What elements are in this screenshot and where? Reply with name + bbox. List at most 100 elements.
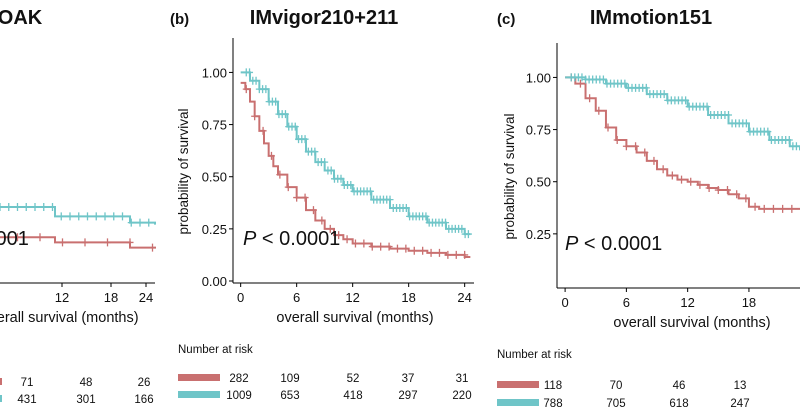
censor-mark: [14, 233, 21, 242]
censor-mark: [377, 242, 385, 251]
censor-mark: [660, 90, 668, 99]
x-tick-label: 0: [561, 295, 568, 310]
panel-label: (c): [497, 11, 515, 28]
x-tick-label: 6: [293, 290, 300, 305]
risk-cell: 788: [543, 398, 562, 410]
censor-mark: [126, 238, 134, 247]
risk-cell: 220: [452, 390, 471, 402]
p-value-text: P < 0.0001: [243, 228, 340, 250]
risk-row-swatch: [178, 391, 220, 398]
censor-mark: [595, 106, 603, 115]
censor-mark: [309, 206, 317, 215]
censor-mark: [785, 136, 793, 144]
x-tick-label: 12: [55, 290, 69, 305]
censor-mark: [327, 166, 335, 175]
risk-cell: 70: [610, 380, 623, 392]
risk-cell: 52: [347, 373, 360, 385]
censor-mark: [435, 248, 443, 257]
censor-mark: [259, 126, 267, 135]
x-tick-label: 6: [623, 295, 630, 310]
risk-cell: 618: [669, 398, 688, 410]
p-value-text: .001: [0, 228, 29, 250]
risk-cell: 431: [17, 394, 36, 406]
censor-mark: [262, 85, 270, 94]
y-tick-label: 0.25: [526, 227, 551, 242]
series-group: [565, 73, 800, 213]
chart-panel-3: (c) IMmotion151 0.25 0.50 0.75 1.00 0 6 12 18 over…: [497, 7, 800, 410]
x-axis-label: overall survival (months): [276, 310, 433, 326]
series-group: [240, 68, 472, 259]
risk-table-title: Number at risk: [178, 344, 253, 356]
censor-mark: [136, 218, 144, 227]
risk-cell: 109: [280, 373, 299, 385]
censor-mark: [251, 112, 259, 121]
censor-mark: [751, 202, 759, 211]
censor-mark: [291, 122, 299, 131]
censor-mark: [659, 165, 667, 174]
censor-mark: [402, 244, 410, 253]
censor-mark: [705, 183, 713, 192]
risk-cell: 297: [398, 390, 417, 402]
censor-mark: [621, 79, 629, 88]
censor-mark: [788, 204, 796, 213]
censor-mark: [360, 239, 368, 248]
risk-cell: 13: [734, 380, 747, 392]
censor-mark: [385, 242, 393, 251]
censor-mark: [5, 202, 13, 211]
censor-mark: [119, 212, 126, 221]
censor-mark: [272, 97, 280, 106]
censor-mark: [650, 156, 658, 165]
y-tick-label: 0.50: [202, 170, 227, 185]
censor-mark: [604, 123, 612, 132]
censor-mark: [66, 212, 74, 221]
censor-mark: [75, 212, 83, 221]
p-value-number: .001: [0, 228, 29, 250]
risk-cell: 653: [280, 390, 299, 402]
censor-mark: [386, 195, 394, 204]
risk-cell: 247: [730, 398, 749, 410]
censor-mark: [703, 102, 711, 111]
censor-mark: [92, 212, 100, 221]
risk-cell: 705: [606, 398, 625, 410]
censor-mark: [779, 204, 787, 213]
censor-mark: [246, 68, 254, 77]
censor-mark: [760, 204, 768, 213]
risk-cell: 301: [76, 394, 95, 406]
censor-mark: [351, 239, 359, 248]
censor-mark: [145, 218, 153, 227]
series-line-high: [240, 71, 471, 236]
y-tick-label: 0.00: [202, 274, 227, 289]
risk-row-swatch: [497, 399, 539, 406]
chart-panel-2: (b) IMvigor210+211 0.00 0.25 0.50 0.75 1.00 0 6 1…: [170, 7, 474, 402]
axes: 12 18 24: [0, 282, 155, 305]
censor-mark: [723, 186, 731, 195]
risk-cell: 37: [402, 373, 415, 385]
censor-mark: [632, 142, 640, 151]
censor-mark: [22, 202, 30, 211]
series-line-high: [565, 76, 800, 151]
x-tick-label: 18: [104, 290, 118, 305]
censor-mark: [301, 135, 309, 144]
censor-mark: [321, 158, 329, 167]
censor-mark: [347, 181, 355, 190]
censor-mark: [622, 142, 630, 151]
censor-mark: [366, 187, 374, 196]
censor-mark: [742, 119, 750, 128]
censor-mark: [127, 218, 135, 227]
risk-cell: 282: [229, 373, 248, 385]
censor-mark: [642, 83, 650, 92]
risk-cell: 46: [673, 380, 686, 392]
censor-mark: [337, 174, 345, 183]
risk-cell: 118: [544, 380, 562, 392]
y-tick-label: 0.75: [526, 123, 551, 138]
chart-title: OAK: [0, 7, 43, 29]
risk-cell: 418: [343, 390, 362, 402]
censor-mark: [267, 151, 275, 160]
censor-mark: [586, 94, 594, 103]
axes: 0.00 0.25 0.50 0.75 1.00 0 6 12 18 24: [202, 38, 474, 305]
y-tick-label: 1.00: [526, 70, 551, 85]
p-value-number: < 0.0001: [578, 233, 662, 255]
censor-mark: [110, 212, 118, 221]
censor-mark: [14, 202, 21, 211]
